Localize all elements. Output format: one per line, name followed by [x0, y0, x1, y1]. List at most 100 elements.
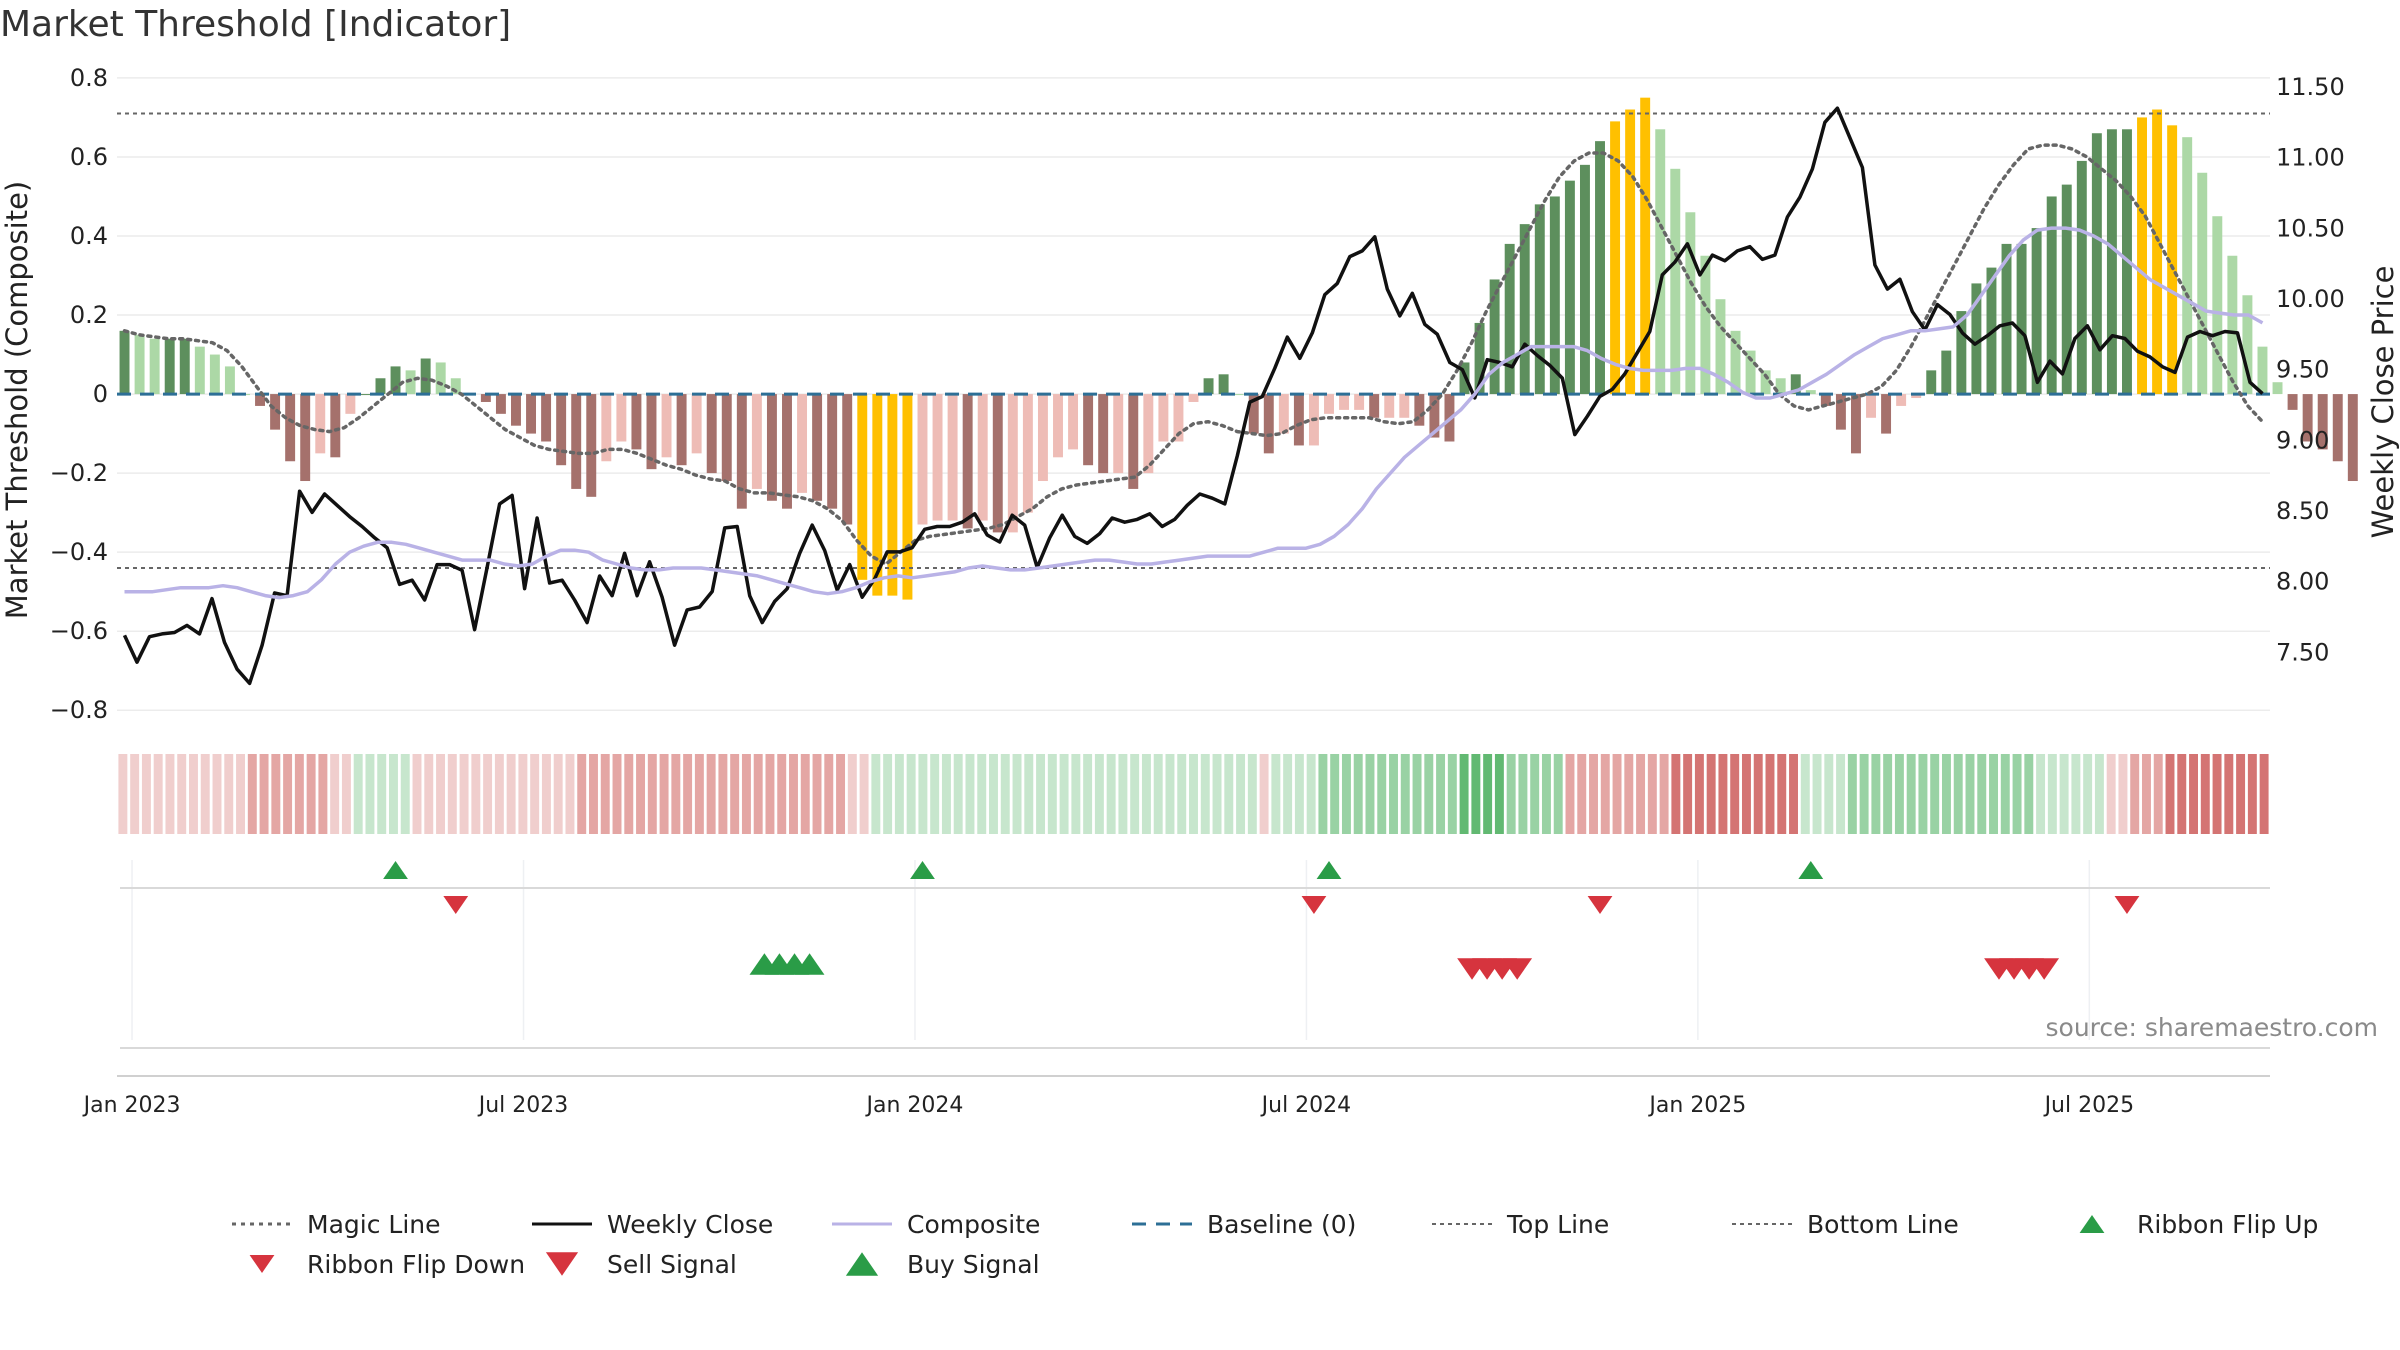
ribbon-cell [2036, 754, 2046, 834]
ribbon-cell [1589, 754, 1598, 834]
composite-bar [2152, 109, 2163, 395]
composite-bar [1489, 279, 1500, 395]
ribbon-cell [1436, 754, 1446, 834]
ribbon-cell [589, 754, 598, 834]
y-right-tick-label: 8.50 [2276, 497, 2329, 525]
ribbon-cell [1036, 754, 1046, 834]
ribbon-cell [1212, 754, 1222, 834]
composite-bar [1595, 141, 1605, 395]
composite-bar [420, 358, 431, 395]
ribbon-cell [1989, 754, 1998, 834]
composite-bar [842, 394, 853, 525]
ribbon-cell [2141, 754, 2151, 834]
composite-bar [2137, 117, 2147, 395]
composite-bar [315, 394, 326, 454]
ribbon-cell [1694, 754, 1704, 834]
composite-bar [691, 394, 702, 454]
ribbon-cell [1200, 754, 1210, 834]
ribbon-cell [1412, 754, 1422, 834]
ribbon-cell [577, 754, 587, 834]
composite-bar [390, 366, 401, 395]
ribbon-cell [1624, 754, 1634, 834]
composite-bar [766, 394, 777, 501]
legend-label: Bottom Line [1807, 1210, 1959, 1239]
ribbon-cell [1530, 754, 1540, 834]
composite-bar [330, 394, 341, 458]
ribbon-cell [153, 754, 163, 834]
ribbon-cell [1189, 754, 1198, 834]
ribbon-cell [894, 754, 904, 834]
composite-bar [1685, 212, 1696, 395]
y-tick-label: −0.2 [50, 459, 108, 487]
ribbon-cell [1459, 754, 1469, 834]
ribbon-cell [424, 754, 434, 834]
composite-bar [2197, 172, 2208, 395]
composite-bar [1534, 204, 1545, 395]
ribbon-cell [741, 754, 751, 834]
ribbon-cell [247, 754, 257, 834]
y-right-tick-label: 9.00 [2276, 426, 2329, 454]
ribbon-cell [1836, 754, 1846, 834]
composite-bar [224, 366, 235, 395]
composite-bar [270, 394, 281, 430]
composite-bar [661, 394, 672, 458]
ribbon-cell [836, 754, 846, 834]
ribbon-cell [953, 754, 963, 834]
ribbon-cell [1130, 754, 1140, 834]
ribbon-cell [389, 754, 398, 834]
composite-bar [676, 394, 687, 466]
composite-bar [646, 394, 657, 470]
ribbon-cell [753, 754, 763, 834]
y-tick-label: −0.6 [50, 617, 108, 645]
composite-bar [1820, 394, 1831, 406]
composite-bar [1188, 394, 1199, 402]
ribbon-cell [1671, 754, 1681, 834]
sell-signal-marker [1502, 958, 1533, 980]
composite-bar [1745, 350, 1756, 395]
ribbon-cell [1871, 754, 1881, 834]
ribbon-cell [1083, 754, 1093, 834]
composite-bar [1896, 394, 1907, 406]
composite-bar [887, 394, 898, 596]
composite-bar [1790, 374, 1801, 395]
ribbon-cell [1106, 754, 1116, 834]
ribbon-cell [647, 754, 657, 834]
ribbon-cell [2000, 754, 2010, 834]
ribbon-cell [1612, 754, 1622, 834]
ribbon-cell [812, 754, 822, 834]
composite-bar [1715, 299, 1726, 395]
composite-bar [1926, 370, 1937, 395]
ribbon-cell [1600, 754, 1610, 834]
composite-bar [932, 394, 943, 521]
legend-marker [545, 1252, 579, 1276]
legend-marker [249, 1255, 275, 1273]
composite-bar [1369, 394, 1380, 418]
ribbon-cell [2047, 754, 2057, 834]
ribbon-cell [1447, 754, 1457, 834]
ribbon-cell [2130, 754, 2140, 834]
ribbon-cell [1471, 754, 1481, 834]
composite-bar [631, 394, 642, 450]
composite-bar [2182, 137, 2193, 395]
legend-label: Magic Line [307, 1210, 441, 1239]
composite-bar [571, 394, 582, 489]
legend-label: Composite [907, 1210, 1040, 1239]
composite-bar [1549, 196, 1560, 395]
ribbon-cell [871, 754, 881, 834]
composite-bar [450, 378, 461, 395]
composite-bar [797, 394, 808, 493]
ribbon-cell [565, 754, 575, 834]
ribbon-cell [271, 754, 281, 834]
composite-bar [1203, 378, 1214, 395]
ribbon-flip-up-marker [383, 861, 408, 879]
composite-bar [2076, 160, 2087, 395]
composite-bar [2302, 394, 2313, 442]
ribbon-cell [1024, 754, 1034, 834]
ribbon-cell [2153, 754, 2163, 834]
ribbon-cell [1283, 754, 1293, 834]
y-right-tick-label: 10.00 [2276, 285, 2345, 313]
ribbon-cell [1012, 754, 1022, 834]
ribbon-cell [330, 754, 340, 834]
composite-bar [2106, 129, 2117, 395]
ribbon-cell [1494, 754, 1504, 834]
